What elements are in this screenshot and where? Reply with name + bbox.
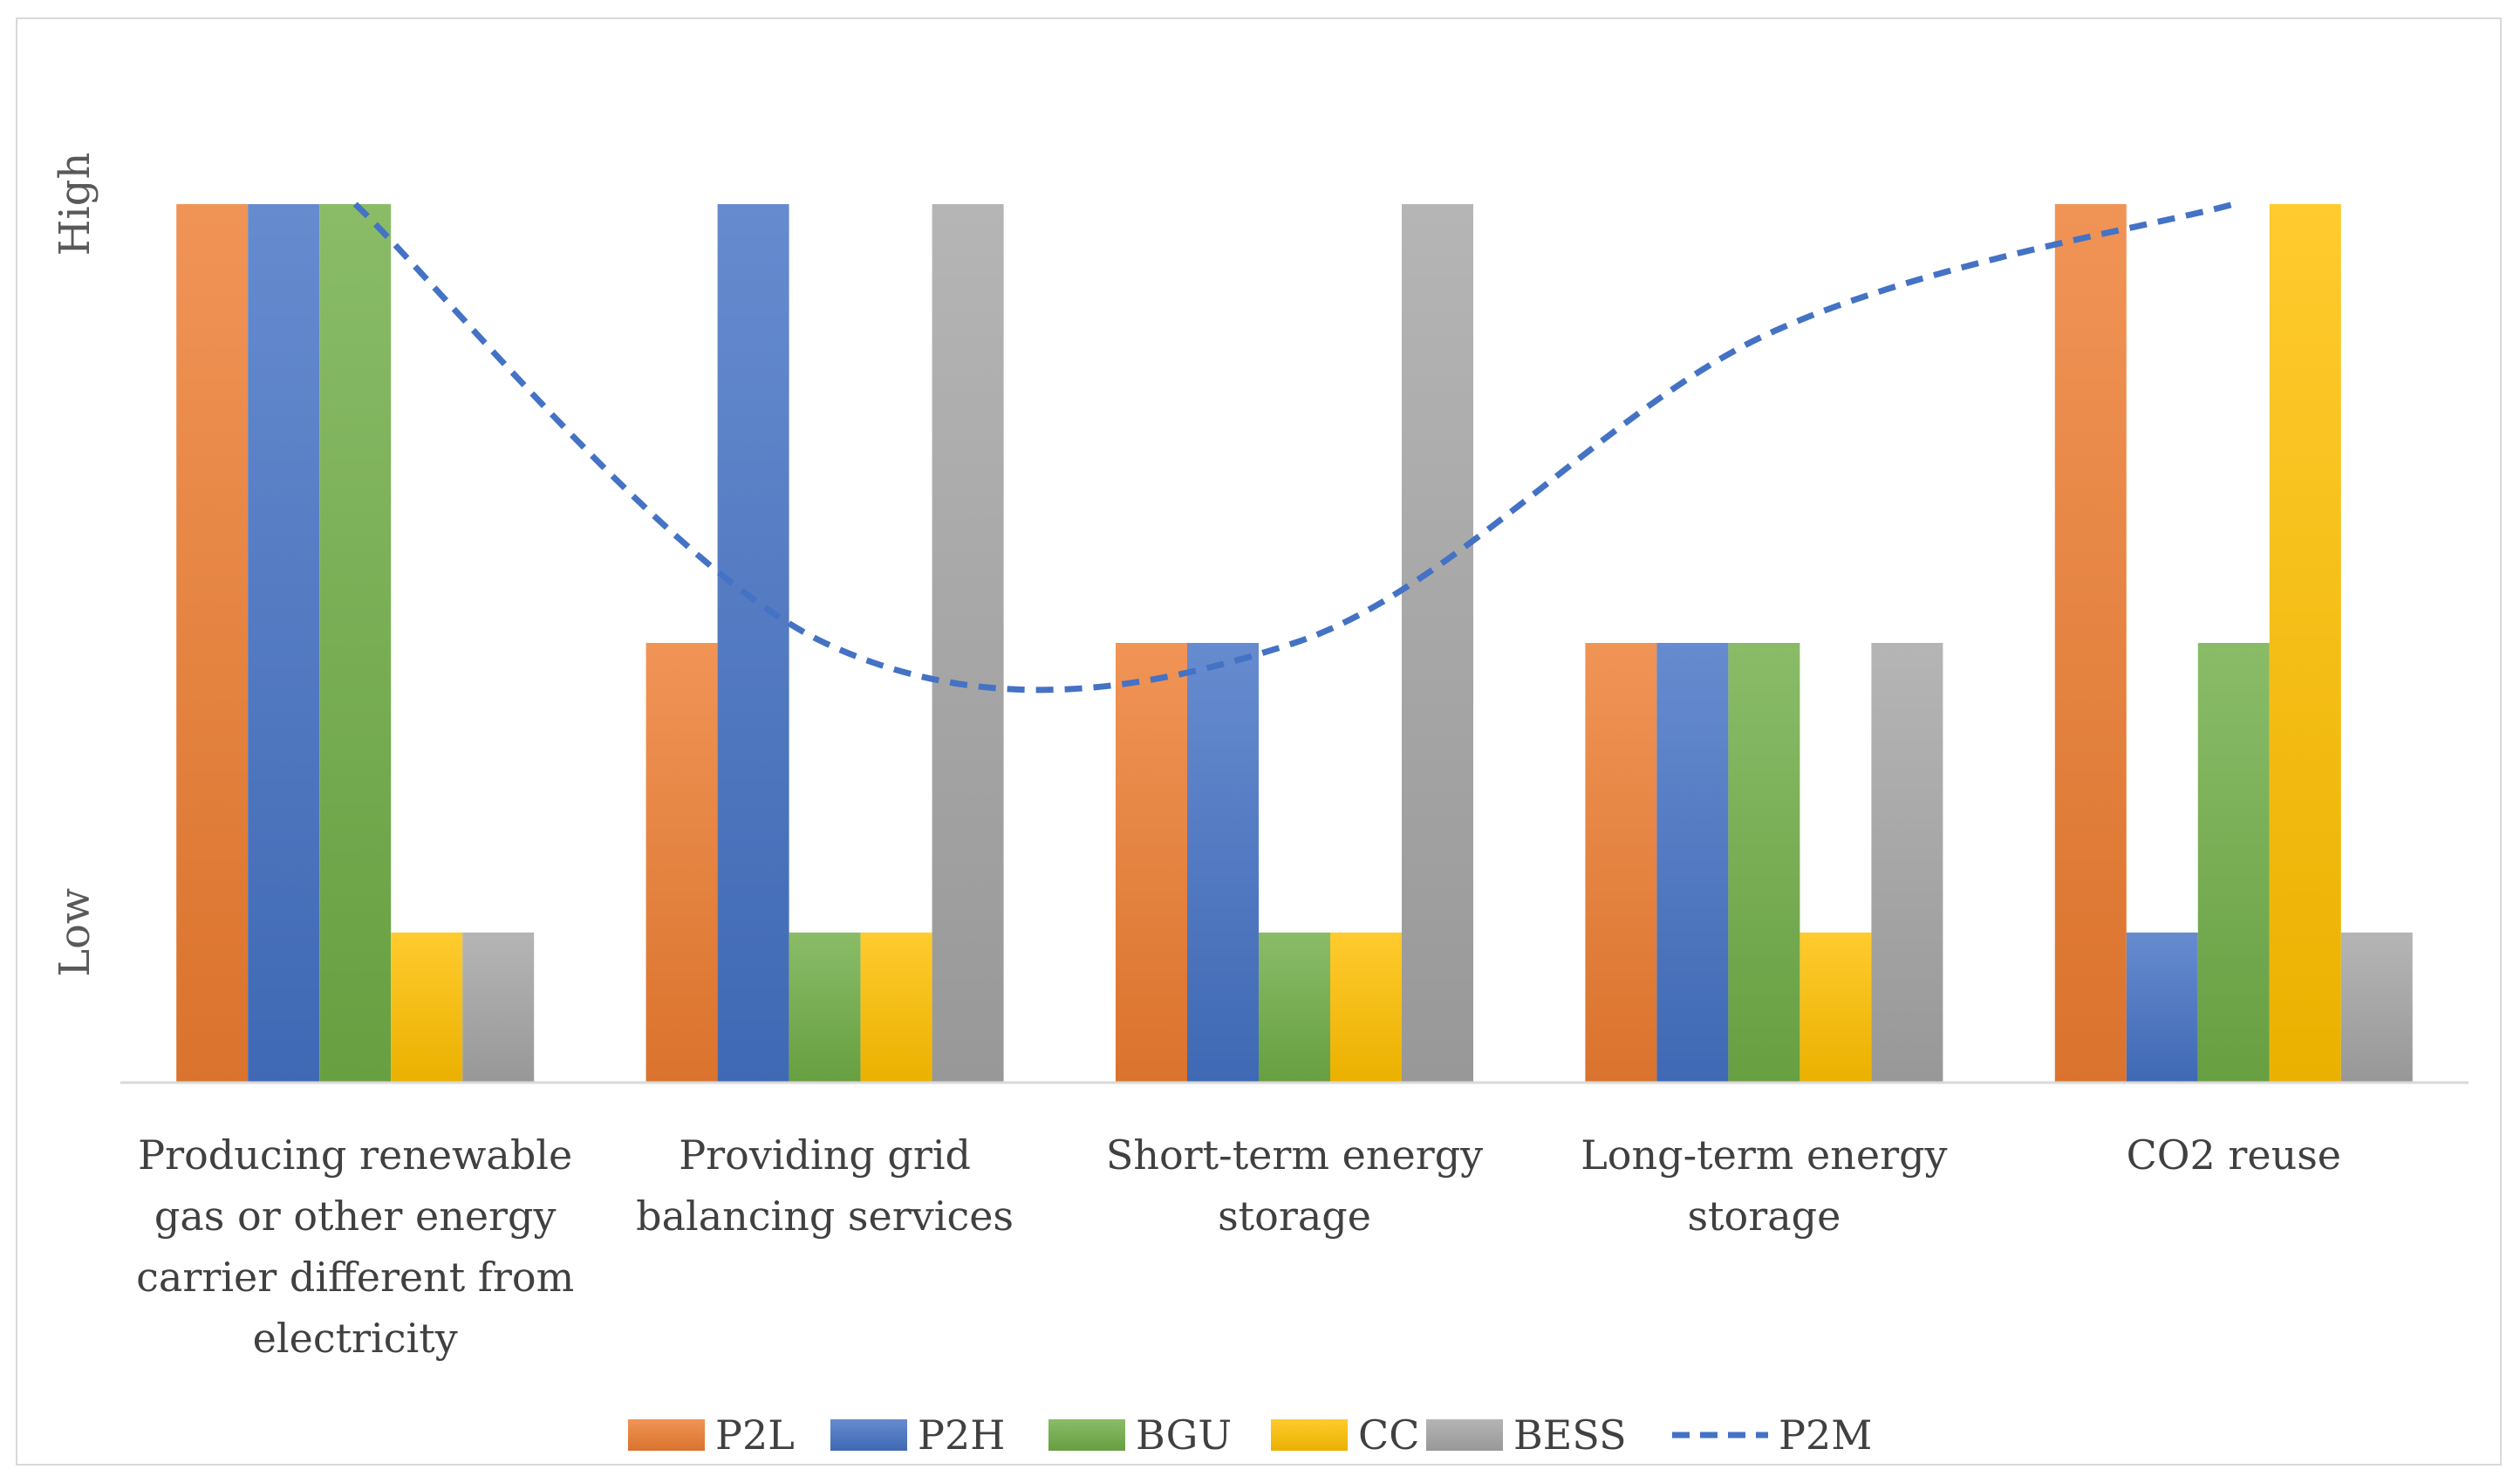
legend-swatch-cc	[1271, 1419, 1348, 1451]
bar-p2l-1	[176, 204, 249, 1082]
bar-p2l-5	[2054, 204, 2127, 1082]
bar-bgu-1	[319, 204, 392, 1082]
legend-label-cc: CC	[1358, 1411, 1419, 1459]
legend-swatch-bess	[1426, 1419, 1503, 1451]
bar-p2l-4	[1585, 643, 1657, 1082]
bar-cc-5	[2269, 204, 2341, 1082]
category-label-5-line-1: CO2 reuse	[2127, 1131, 2341, 1179]
bar-bess-4	[1871, 643, 1943, 1082]
bar-bgu-4	[1728, 643, 1800, 1082]
bar-p2h-4	[1656, 643, 1729, 1082]
legend-label-p2h: P2H	[918, 1411, 1005, 1459]
bar-cc-1	[391, 932, 463, 1082]
legend-swatch-p2h	[830, 1419, 907, 1451]
legend-swatch-bgu	[1048, 1419, 1125, 1451]
category-label-2-line-2: balancing services	[636, 1193, 1014, 1240]
category-labels: Producing renewable gas or other energy ca…	[136, 1131, 2341, 1362]
legend-item-p2m: P2M	[1672, 1411, 1872, 1459]
legend-label-bgu: BGU	[1136, 1411, 1232, 1459]
bar-p2h-5	[2126, 932, 2198, 1082]
chart-frame: Low High Producing renewable gas or other …	[16, 17, 2502, 1466]
y-tick-label-low: Low	[51, 888, 99, 977]
category-label-4-line-2: storage	[1687, 1193, 1840, 1240]
bar-chart: Low High Producing renewable gas or other …	[51, 153, 2469, 1459]
bar-p2l-2	[645, 643, 718, 1082]
legend-item-cc: CC	[1271, 1411, 1419, 1459]
legend-item-p2l: P2L	[628, 1411, 795, 1459]
bars-layer	[176, 204, 2413, 1082]
bar-bess-2	[932, 204, 1004, 1082]
category-label-1-line-4: electricity	[253, 1315, 458, 1362]
bar-p2l-3	[1116, 643, 1187, 1082]
bar-bess-1	[462, 932, 535, 1082]
bar-bess-5	[2340, 932, 2413, 1082]
legend-label-bess: BESS	[1513, 1411, 1627, 1459]
bar-cc-4	[1800, 932, 1872, 1082]
category-label-2-line-1: Providing grid	[679, 1131, 971, 1179]
category-label-1-line-3: carrier different from	[136, 1254, 574, 1301]
y-tick-labels: Low High	[51, 153, 99, 977]
bar-p2h-1	[248, 204, 320, 1082]
bar-bgu-2	[789, 932, 861, 1082]
bar-bess-3	[1402, 204, 1473, 1082]
category-label-4-line-1: Long-term energy	[1581, 1131, 1947, 1179]
category-label-3-line-2: storage	[1218, 1193, 1371, 1240]
bar-p2h-3	[1187, 643, 1259, 1082]
legend-item-bess: BESS	[1426, 1411, 1627, 1459]
line-layer	[352, 201, 2235, 694]
category-label-1-line-1: Producing renewable	[138, 1131, 572, 1179]
legend: P2L P2H BGU CC BESS P2M	[628, 1411, 1872, 1459]
category-label-3-line-1: Short-term energy	[1106, 1131, 1483, 1179]
y-tick-label-high: High	[51, 153, 99, 256]
legend-label-p2l: P2L	[715, 1411, 795, 1459]
legend-item-p2h: P2H	[830, 1411, 1005, 1459]
legend-label-p2m: P2M	[1779, 1411, 1872, 1459]
legend-swatch-p2l	[628, 1419, 705, 1451]
category-label-1-line-2: gas or other energy	[154, 1193, 557, 1240]
bar-p2h-2	[717, 204, 789, 1082]
legend-item-bgu: BGU	[1048, 1411, 1232, 1459]
bar-cc-2	[860, 932, 932, 1082]
bar-cc-3	[1330, 932, 1402, 1082]
line-p2m	[352, 201, 2235, 694]
bar-bgu-3	[1259, 932, 1330, 1082]
bar-bgu-5	[2197, 643, 2270, 1082]
